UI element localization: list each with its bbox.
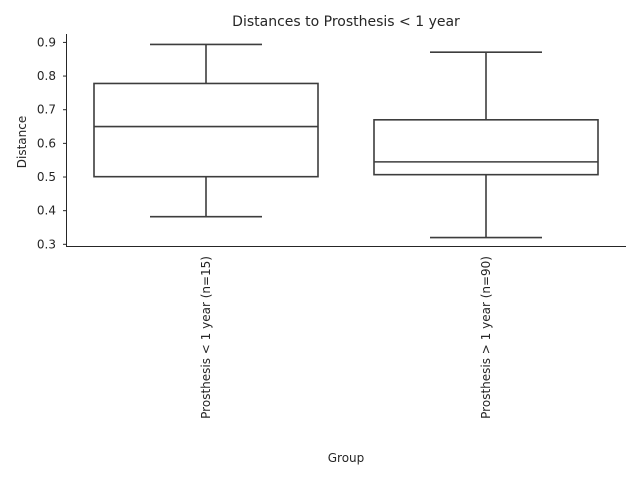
box-group	[93, 43, 319, 218]
y-axis-label: Distance	[15, 116, 29, 168]
y-tick-label: 0.9	[37, 35, 56, 49]
boxes	[93, 43, 599, 239]
x-axis-label: Group	[328, 451, 365, 465]
iqr-box	[93, 82, 319, 178]
x-tick-label: Prosthesis > 1 year (n=90)	[479, 256, 493, 419]
y-tick-label: 0.3	[37, 237, 56, 251]
x-tick-label: Prosthesis < 1 year (n=15)	[199, 256, 213, 419]
y-tick-label: 0.5	[37, 170, 56, 184]
x-ticks: Prosthesis < 1 year (n=15) Prosthesis > 1…	[199, 256, 493, 419]
y-tick-label: 0.7	[37, 103, 56, 117]
y-tick-label: 0.8	[37, 69, 56, 83]
chart-title: Distances to Prosthesis < 1 year	[232, 14, 460, 30]
iqr-box	[373, 119, 599, 176]
y-tick-label: 0.6	[37, 136, 56, 150]
box-group	[373, 51, 599, 239]
y-ticks: 0.3 0.4 0.5 0.6 0.7 0.8 0.9	[37, 35, 66, 251]
y-tick-label: 0.4	[37, 204, 56, 218]
